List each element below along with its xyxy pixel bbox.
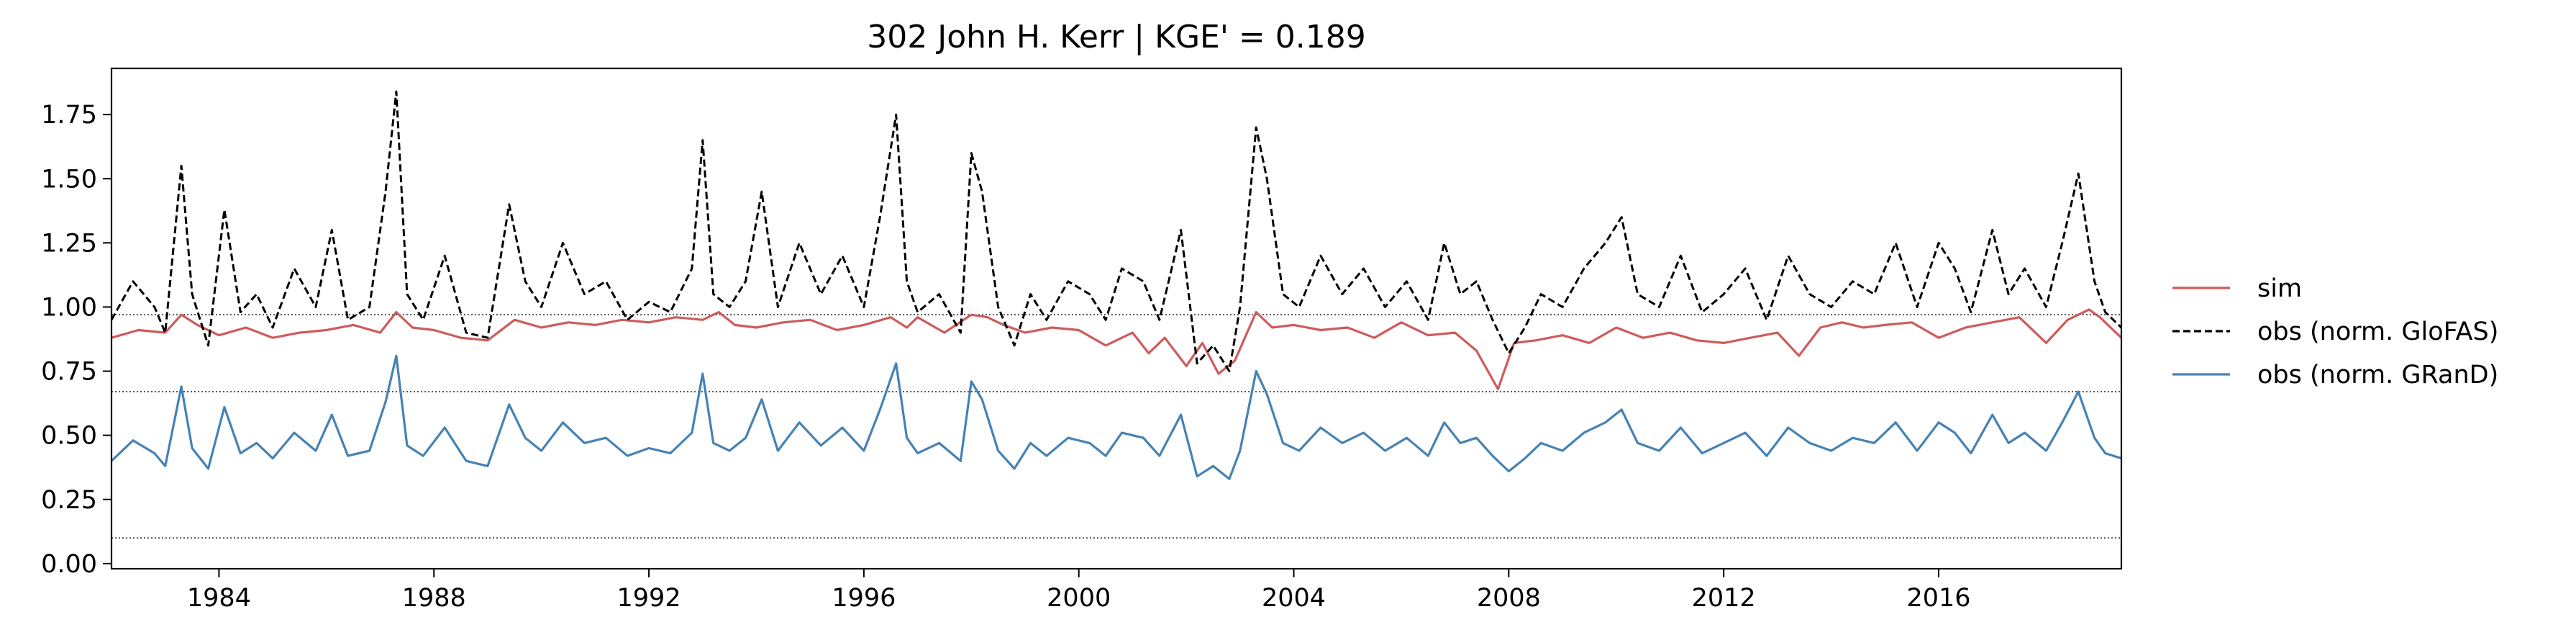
series-layer — [110, 90, 2123, 480]
series-line-2 — [110, 354, 2122, 480]
x-tick-label: 1988 — [402, 584, 466, 613]
y-tick-label: 0.00 — [41, 550, 97, 579]
y-tick-label: 0.50 — [41, 422, 97, 451]
y-tick-label: 0.25 — [41, 486, 97, 515]
y-tick-label: 1.00 — [41, 293, 97, 322]
plot-frame — [110, 67, 2123, 570]
x-tick-label: 1992 — [617, 584, 681, 613]
legend-label-0: sim — [2257, 274, 2302, 303]
x-tick-label: 2008 — [1477, 584, 1541, 613]
x-tick-label: 2012 — [1692, 584, 1756, 613]
legend-label-2: obs (norm. GRanD) — [2257, 361, 2498, 389]
chart-title: 302 John H. Kerr | KGE' = 0.189 — [867, 19, 1366, 55]
y-tick-label: 1.25 — [41, 229, 97, 258]
series-line-0 — [111, 308, 2123, 391]
x-tick-label: 2000 — [1047, 584, 1111, 613]
x-axis: 1984 1988 1992 1996 2000 2004 2008 2012 2016 — [187, 569, 1971, 613]
y-tick-label: 0.75 — [41, 358, 97, 387]
x-tick-label: 1996 — [832, 584, 896, 613]
series-line-1 — [110, 90, 2123, 373]
legend-label-1: obs (norm. GloFAS) — [2257, 317, 2498, 346]
reference-lines — [111, 314, 2121, 538]
y-tick-label: 1.75 — [41, 101, 97, 130]
x-tick-label: 1984 — [187, 584, 251, 613]
y-axis: 0.00 0.25 0.50 0.75 1.00 1.25 1.50 1.75 — [41, 101, 111, 579]
y-tick-label: 1.50 — [41, 165, 97, 194]
x-tick-label: 2004 — [1262, 584, 1326, 613]
legend: sim obs (norm. GloFAS) obs (norm. GRanD) — [2172, 274, 2498, 389]
x-tick-label: 2016 — [1906, 584, 1970, 613]
